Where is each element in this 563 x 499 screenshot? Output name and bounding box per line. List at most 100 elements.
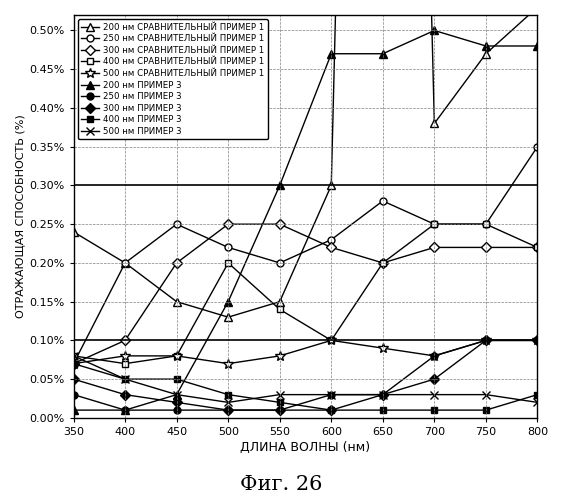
200 нм ПРИМЕР 3 bbox=[173, 392, 180, 398]
Line: 300 нм СРАВНИТЕЛЬНЫЙ ПРИМЕР 1: 300 нм СРАВНИТЕЛЬНЫЙ ПРИМЕР 1 bbox=[70, 221, 541, 367]
Line: 300 нм ПРИМЕР 3: 300 нм ПРИМЕР 3 bbox=[70, 337, 541, 414]
400 нм СРАВНИТЕЛЬНЫЙ ПРИМЕР 1 bbox=[225, 260, 231, 266]
300 нм ПРИМЕР 3 bbox=[70, 376, 77, 382]
300 нм СРАВНИТЕЛЬНЫЙ ПРИМЕР 1 bbox=[276, 221, 283, 227]
250 нм СРАВНИТЕЛЬНЫЙ ПРИМЕР 1 bbox=[173, 221, 180, 227]
Line: 200 нм ПРИМЕР 3: 200 нм ПРИМЕР 3 bbox=[69, 26, 542, 414]
500 нм СРАВНИТЕЛЬНЫЙ ПРИМЕР 1 bbox=[482, 337, 489, 343]
400 нм СРАВНИТЕЛЬНЫЙ ПРИМЕР 1 bbox=[379, 260, 386, 266]
300 нм ПРИМЕР 3 bbox=[225, 407, 231, 413]
500 нм СРАВНИТЕЛЬНЫЙ ПРИМЕР 1 bbox=[225, 361, 231, 367]
200 нм ПРИМЕР 3 bbox=[122, 407, 128, 413]
500 нм ПРИМЕР 3 bbox=[70, 353, 77, 359]
400 нм ПРИМЕР 3 bbox=[482, 407, 489, 413]
400 нм СРАВНИТЕЛЬНЫЙ ПРИМЕР 1 bbox=[70, 353, 77, 359]
500 нм СРАВНИТЕЛЬНЫЙ ПРИМЕР 1 bbox=[122, 353, 128, 359]
Line: 400 нм СРАВНИТЕЛЬНЫЙ ПРИМЕР 1: 400 нм СРАВНИТЕЛЬНЫЙ ПРИМЕР 1 bbox=[70, 221, 541, 367]
500 нм ПРИМЕР 3 bbox=[173, 392, 180, 398]
200 нм СРАВНИТЕЛЬНЫЙ ПРИМЕР 1 bbox=[225, 314, 231, 320]
500 нм СРАВНИТЕЛЬНЫЙ ПРИМЕР 1 bbox=[276, 353, 283, 359]
400 нм ПРИМЕР 3 bbox=[534, 392, 541, 398]
300 нм ПРИМЕР 3 bbox=[173, 399, 180, 405]
500 нм СРАВНИТЕЛЬНЫЙ ПРИМЕР 1 bbox=[173, 353, 180, 359]
Text: Фиг. 26: Фиг. 26 bbox=[240, 475, 323, 494]
400 нм ПРИМЕР 3 bbox=[431, 407, 438, 413]
500 нм СРАВНИТЕЛЬНЫЙ ПРИМЕР 1 bbox=[70, 361, 77, 367]
250 нм ПРИМЕР 3 bbox=[482, 337, 489, 343]
200 нм ПРИМЕР 3 bbox=[276, 183, 283, 189]
300 нм СРАВНИТЕЛЬНЫЙ ПРИМЕР 1 bbox=[122, 337, 128, 343]
200 нм СРАВНИТЕЛЬНЫЙ ПРИМЕР 1 bbox=[122, 260, 128, 266]
250 нм СРАВНИТЕЛЬНЫЙ ПРИМЕР 1 bbox=[431, 221, 438, 227]
200 нм ПРИМЕР 3 bbox=[534, 43, 541, 49]
250 нм СРАВНИТЕЛЬНЫЙ ПРИМЕР 1 bbox=[276, 260, 283, 266]
250 нм ПРИМЕР 3 bbox=[122, 407, 128, 413]
400 нм ПРИМЕР 3 bbox=[276, 399, 283, 405]
500 нм ПРИМЕР 3 bbox=[482, 392, 489, 398]
500 нм ПРИМЕР 3 bbox=[328, 392, 334, 398]
400 нм ПРИМЕР 3 bbox=[225, 392, 231, 398]
250 нм СРАВНИТЕЛЬНЫЙ ПРИМЕР 1 bbox=[225, 245, 231, 250]
200 нм ПРИМЕР 3 bbox=[328, 51, 334, 57]
Line: 200 нм СРАВНИТЕЛЬНЫЙ ПРИМЕР 1: 200 нм СРАВНИТЕЛЬНЫЙ ПРИМЕР 1 bbox=[69, 0, 542, 321]
200 нм СРАВНИТЕЛЬНЫЙ ПРИМЕР 1 bbox=[70, 229, 77, 235]
300 нм ПРИМЕР 3 bbox=[482, 337, 489, 343]
300 нм СРАВНИТЕЛЬНЫЙ ПРИМЕР 1 bbox=[225, 221, 231, 227]
Line: 500 нм ПРИМЕР 3: 500 нм ПРИМЕР 3 bbox=[69, 352, 542, 407]
200 нм ПРИМЕР 3 bbox=[70, 407, 77, 413]
200 нм СРАВНИТЕЛЬНЫЙ ПРИМЕР 1 bbox=[173, 299, 180, 305]
500 нм ПРИМЕР 3 bbox=[431, 392, 438, 398]
300 нм СРАВНИТЕЛЬНЫЙ ПРИМЕР 1 bbox=[70, 361, 77, 367]
250 нм СРАВНИТЕЛЬНЫЙ ПРИМЕР 1 bbox=[482, 221, 489, 227]
300 нм СРАВНИТЕЛЬНЫЙ ПРИМЕР 1 bbox=[173, 260, 180, 266]
200 нм ПРИМЕР 3 bbox=[482, 43, 489, 49]
500 нм ПРИМЕР 3 bbox=[379, 392, 386, 398]
500 нм СРАВНИТЕЛЬНЫЙ ПРИМЕР 1 bbox=[534, 337, 541, 343]
300 нм ПРИМЕР 3 bbox=[122, 392, 128, 398]
200 нм СРАВНИТЕЛЬНЫЙ ПРИМЕР 1 bbox=[431, 120, 438, 126]
250 нм ПРИМЕР 3 bbox=[328, 392, 334, 398]
500 нм ПРИМЕР 3 bbox=[122, 376, 128, 382]
500 нм СРАВНИТЕЛЬНЫЙ ПРИМЕР 1 bbox=[431, 353, 438, 359]
250 нм ПРИМЕР 3 bbox=[379, 392, 386, 398]
Line: 250 нм ПРИМЕР 3: 250 нм ПРИМЕР 3 bbox=[70, 337, 541, 414]
300 нм ПРИМЕР 3 bbox=[328, 407, 334, 413]
250 нм ПРИМЕР 3 bbox=[173, 407, 180, 413]
400 нм СРАВНИТЕЛЬНЫЙ ПРИМЕР 1 bbox=[431, 221, 438, 227]
400 нм СРАВНИТЕЛЬНЫЙ ПРИМЕР 1 bbox=[276, 306, 283, 312]
300 нм СРАВНИТЕЛЬНЫЙ ПРИМЕР 1 bbox=[431, 245, 438, 250]
500 нм ПРИМЕР 3 bbox=[276, 392, 283, 398]
400 нм ПРИМЕР 3 bbox=[328, 407, 334, 413]
250 нм ПРИМЕР 3 bbox=[70, 392, 77, 398]
300 нм СРАВНИТЕЛЬНЫЙ ПРИМЕР 1 bbox=[379, 260, 386, 266]
300 нм ПРИМЕР 3 bbox=[379, 392, 386, 398]
Y-axis label: ОТРАЖАЮЩАЯ СПОСОБНОСТЬ (%): ОТРАЖАЮЩАЯ СПОСОБНОСТЬ (%) bbox=[15, 115, 25, 318]
500 нм СРАВНИТЕЛЬНЫЙ ПРИМЕР 1 bbox=[379, 345, 386, 351]
300 нм СРАВНИТЕЛЬНЫЙ ПРИМЕР 1 bbox=[482, 245, 489, 250]
300 нм ПРИМЕР 3 bbox=[276, 407, 283, 413]
200 нм СРАВНИТЕЛЬНЫЙ ПРИМЕР 1 bbox=[482, 51, 489, 57]
400 нм СРАВНИТЕЛЬНЫЙ ПРИМЕР 1 bbox=[328, 337, 334, 343]
X-axis label: ДЛИНА ВОЛНЫ (нм): ДЛИНА ВОЛНЫ (нм) bbox=[240, 441, 370, 454]
Line: 250 нм СРАВНИТЕЛЬНЫЙ ПРИМЕР 1: 250 нм СРАВНИТЕЛЬНЫЙ ПРИМЕР 1 bbox=[70, 143, 541, 367]
250 нм СРАВНИТЕЛЬНЫЙ ПРИМЕР 1 bbox=[379, 198, 386, 204]
500 нм СРАВНИТЕЛЬНЫЙ ПРИМЕР 1 bbox=[328, 337, 334, 343]
250 нм СРАВНИТЕЛЬНЫЙ ПРИМЕР 1 bbox=[70, 361, 77, 367]
400 нм ПРИМЕР 3 bbox=[122, 376, 128, 382]
500 нм ПРИМЕР 3 bbox=[225, 399, 231, 405]
400 нм СРАВНИТЕЛЬНЫЙ ПРИМЕР 1 bbox=[534, 245, 541, 250]
300 нм СРАВНИТЕЛЬНЫЙ ПРИМЕР 1 bbox=[328, 245, 334, 250]
400 нм ПРИМЕР 3 bbox=[379, 407, 386, 413]
400 нм СРАВНИТЕЛЬНЫЙ ПРИМЕР 1 bbox=[173, 353, 180, 359]
250 нм ПРИМЕР 3 bbox=[225, 407, 231, 413]
400 нм ПРИМЕР 3 bbox=[173, 376, 180, 382]
400 нм СРАВНИТЕЛЬНЫЙ ПРИМЕР 1 bbox=[122, 361, 128, 367]
200 нм СРАВНИТЕЛЬНЫЙ ПРИМЕР 1 bbox=[534, 4, 541, 10]
250 нм СРАВНИТЕЛЬНЫЙ ПРИМЕР 1 bbox=[328, 237, 334, 243]
200 нм СРАВНИТЕЛЬНЫЙ ПРИМЕР 1 bbox=[328, 183, 334, 189]
200 нм ПРИМЕР 3 bbox=[225, 299, 231, 305]
200 нм ПРИМЕР 3 bbox=[379, 51, 386, 57]
200 нм СРАВНИТЕЛЬНЫЙ ПРИМЕР 1 bbox=[276, 299, 283, 305]
200 нм ПРИМЕР 3 bbox=[431, 27, 438, 33]
Line: 500 нм СРАВНИТЕЛЬНЫЙ ПРИМЕР 1: 500 нм СРАВНИТЕЛЬНЫЙ ПРИМЕР 1 bbox=[69, 335, 542, 368]
